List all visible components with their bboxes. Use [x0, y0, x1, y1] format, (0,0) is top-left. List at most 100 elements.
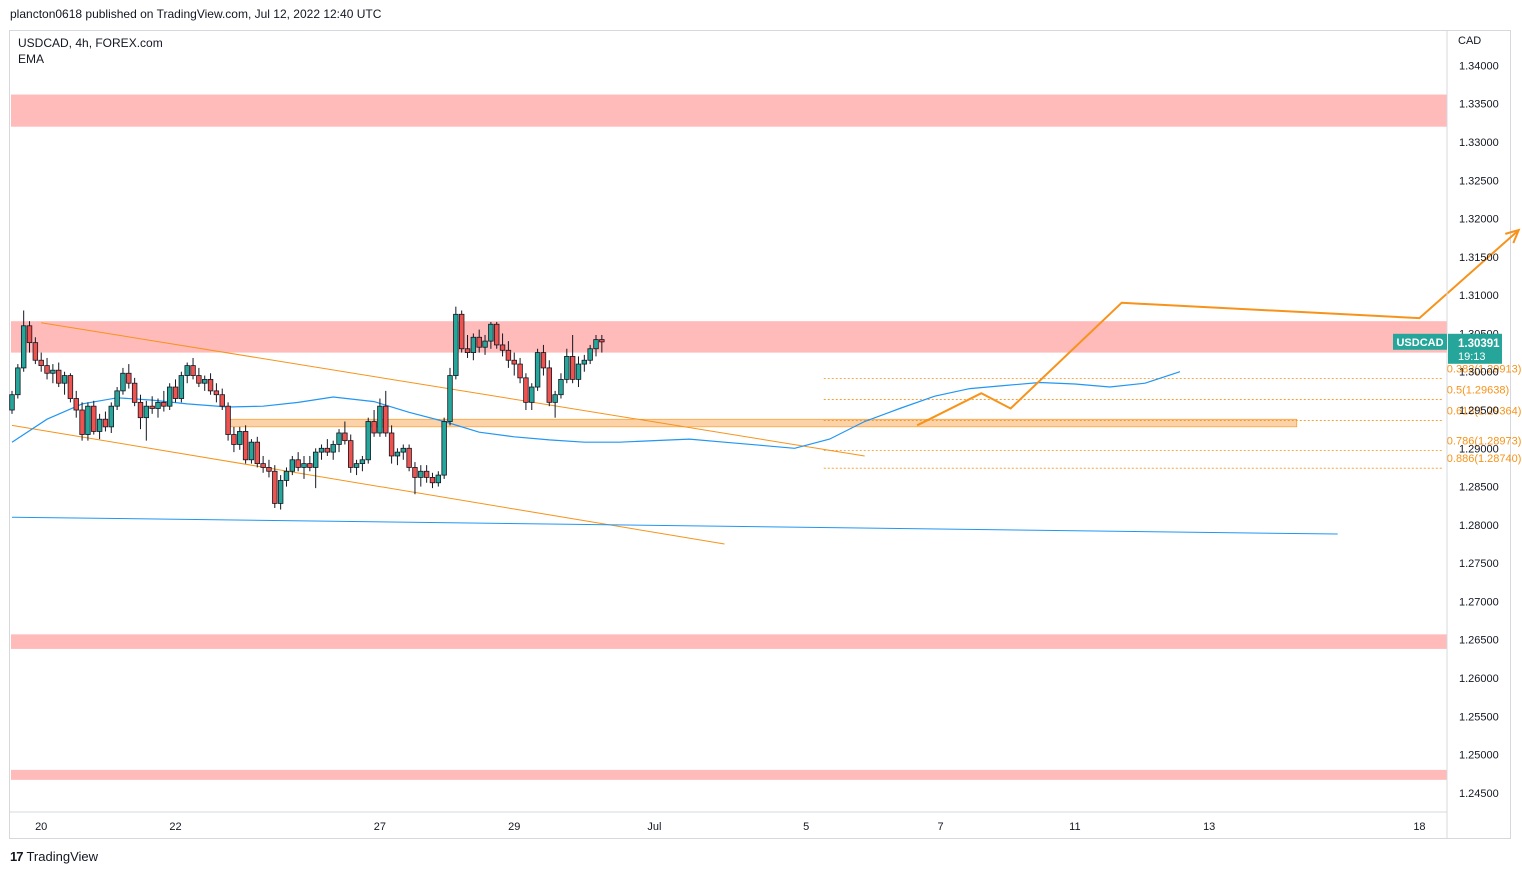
candle[interactable]: [406, 444, 412, 472]
candle[interactable]: [20, 310, 27, 372]
candle[interactable]: [324, 439, 331, 456]
candle[interactable]: [207, 373, 214, 395]
candle[interactable]: [114, 387, 120, 411]
price-zone[interactable]: [11, 94, 1447, 127]
candle[interactable]: [359, 455, 366, 472]
candle[interactable]: [96, 413, 103, 440]
candle[interactable]: [342, 421, 348, 445]
candle[interactable]: [50, 364, 56, 384]
candle[interactable]: [131, 377, 138, 407]
candle[interactable]: [44, 357, 50, 380]
candle[interactable]: [32, 337, 39, 365]
candle[interactable]: [91, 400, 97, 435]
candle[interactable]: [447, 367, 453, 426]
candle[interactable]: [394, 448, 401, 466]
candle[interactable]: [318, 444, 325, 460]
candle[interactable]: [464, 334, 471, 358]
candle[interactable]: [120, 367, 126, 395]
candle[interactable]: [260, 455, 266, 473]
candle[interactable]: [365, 417, 371, 464]
candle[interactable]: [126, 364, 132, 389]
candle[interactable]: [225, 402, 231, 441]
footer-brand[interactable]: 17 TradingView: [10, 849, 98, 864]
candle[interactable]: [213, 383, 220, 403]
candle[interactable]: [312, 448, 319, 489]
candle[interactable]: [336, 429, 342, 453]
candle[interactable]: [353, 459, 360, 476]
channel-trendline[interactable]: [11, 424, 725, 545]
candle[interactable]: [575, 356, 582, 388]
candle[interactable]: [423, 465, 430, 483]
candle[interactable]: [523, 373, 529, 411]
candle[interactable]: [184, 362, 190, 384]
candle[interactable]: [418, 465, 424, 487]
candle[interactable]: [15, 364, 21, 399]
candle[interactable]: [429, 472, 436, 489]
candle[interactable]: [242, 425, 249, 464]
candle[interactable]: [400, 444, 406, 460]
candle[interactable]: [73, 390, 79, 418]
candle[interactable]: [593, 334, 599, 357]
candle[interactable]: [219, 388, 225, 411]
candle[interactable]: [307, 455, 313, 472]
channel-trendline[interactable]: [41, 322, 865, 457]
candle[interactable]: [137, 394, 144, 430]
candle[interactable]: [196, 367, 202, 388]
candle[interactable]: [108, 402, 114, 433]
candle[interactable]: [540, 344, 547, 376]
candle[interactable]: [388, 425, 395, 464]
candle[interactable]: [511, 352, 517, 376]
candle[interactable]: [283, 467, 290, 487]
candle[interactable]: [435, 471, 442, 487]
candle[interactable]: [161, 390, 167, 412]
candle[interactable]: [569, 334, 576, 384]
price-zone[interactable]: [11, 634, 1447, 649]
candle[interactable]: [277, 475, 284, 510]
candle[interactable]: [254, 436, 260, 468]
candle[interactable]: [155, 398, 161, 418]
candle[interactable]: [202, 375, 208, 391]
candle[interactable]: [412, 462, 418, 495]
candle[interactable]: [587, 344, 593, 365]
candle[interactable]: [272, 465, 278, 509]
candle[interactable]: [529, 383, 535, 411]
symbol-info[interactable]: USDCAD, 4h, FOREX.com: [18, 36, 163, 50]
candle[interactable]: [476, 329, 482, 353]
price-zone[interactable]: [11, 321, 1447, 353]
candle[interactable]: [248, 439, 255, 464]
candle[interactable]: [499, 333, 506, 357]
candle[interactable]: [458, 310, 465, 353]
candle[interactable]: [172, 379, 179, 403]
candle[interactable]: [441, 417, 447, 479]
candle[interactable]: [552, 390, 558, 418]
indicator-ema-label[interactable]: EMA: [18, 52, 45, 66]
price-zone[interactable]: [11, 769, 1447, 780]
candle[interactable]: [79, 402, 85, 441]
horizontal-trendline[interactable]: [11, 516, 1338, 535]
candle[interactable]: [482, 334, 488, 355]
candle[interactable]: [56, 362, 62, 388]
candle[interactable]: [377, 398, 383, 437]
ema-line[interactable]: [11, 371, 1181, 449]
candle[interactable]: [383, 390, 389, 437]
candle[interactable]: [517, 357, 523, 384]
candle[interactable]: [266, 459, 272, 478]
candle[interactable]: [102, 411, 109, 432]
candle[interactable]: [166, 383, 173, 411]
candle[interactable]: [599, 334, 605, 353]
candle[interactable]: [558, 373, 564, 399]
candle[interactable]: [348, 434, 354, 473]
candle[interactable]: [301, 455, 307, 479]
candle[interactable]: [67, 373, 74, 403]
candle[interactable]: [564, 348, 570, 384]
candle[interactable]: [295, 452, 301, 472]
candle[interactable]: [237, 426, 243, 450]
candle[interactable]: [149, 396, 155, 414]
candle[interactable]: [488, 321, 494, 349]
candle[interactable]: [453, 306, 459, 380]
candle[interactable]: [38, 352, 44, 372]
candle[interactable]: [85, 402, 91, 441]
candle[interactable]: [330, 440, 336, 460]
price-tag[interactable]: [1448, 333, 1502, 364]
candle[interactable]: [371, 410, 377, 437]
